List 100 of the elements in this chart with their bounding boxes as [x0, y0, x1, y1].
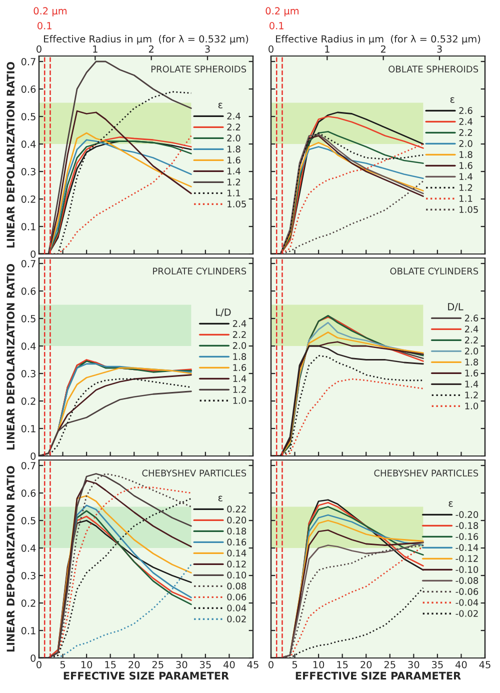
legend-label: 1.0 [233, 397, 246, 404]
y-tick-label: 0.5 [21, 112, 36, 120]
y-tick-label: 0.1 [21, 424, 36, 432]
x-tick-label: 15 [105, 661, 116, 668]
legend-label: 0.20 [227, 516, 246, 524]
legend-label: 1.0 [465, 402, 478, 410]
x-tick-label: 20 [128, 660, 140, 668]
legend-label: 0.08 [227, 582, 246, 590]
x-tick-label: 35 [432, 660, 443, 668]
y-tick-label: 0.3 [21, 572, 36, 580]
legend-label: -0.02 [456, 610, 478, 617]
legend-label: 1.2 [233, 386, 246, 393]
legend-label: 1.6 [465, 370, 478, 376]
legend-label: 1.1 [228, 190, 240, 196]
x-tick-label: 5 [292, 661, 298, 668]
legend-label: 2.4 [459, 118, 472, 125]
ref-line-label: 0.2 µm [266, 7, 299, 16]
legend-label: -0.18 [456, 522, 478, 529]
legend-label: 1.4 [233, 375, 246, 382]
legend-label: 2.6 [464, 314, 478, 322]
x2-tick-label: 0 [36, 45, 42, 53]
x2-tick-label: 3 [437, 45, 442, 53]
legend-label: 2.0 [232, 342, 246, 349]
x-tick-label: 30 [176, 660, 188, 668]
legend-label: 0.04 [227, 604, 246, 612]
legend-label: -0.16 [456, 533, 478, 540]
x-tick-label: 45 [479, 661, 490, 668]
y-tick-label: 0.1 [21, 222, 36, 230]
legend-label: -0.04 [456, 599, 478, 606]
x2-tick-label: 1 [325, 46, 330, 53]
x2-axis-title: Effective Radius in µm (for λ = 0.532 µm) [44, 35, 248, 44]
y-tick-label: 0.3 [21, 370, 36, 378]
x-tick-label: 40 [224, 660, 235, 668]
y-tick-label: 0.3 [21, 168, 36, 176]
x2-tick-label: 1 [93, 46, 98, 53]
legend-label: 1.6 [228, 156, 240, 164]
legend-label: -0.08 [456, 577, 478, 584]
x-tick-label: 5 [60, 661, 66, 668]
ref-line-label: 0.1 [270, 22, 284, 30]
legend-label: 2.4 [464, 326, 478, 332]
legend-label: 1.6 [233, 364, 246, 371]
x-tick-label: 25 [152, 660, 164, 668]
y-tick-label: 0 [30, 452, 36, 460]
x2-tick-label: 2 [148, 45, 154, 53]
ref-line-label: 0.2 µm [34, 7, 67, 16]
legend-label: 1.4 [465, 380, 478, 388]
y-tick-label: 0.2 [21, 397, 36, 405]
legend-label: 0.12 [227, 560, 246, 568]
x-tick-label: 45 [247, 661, 258, 668]
legend-label: 0.16 [227, 538, 246, 546]
legend-label: 2.0 [459, 140, 472, 147]
legend-label: 1.8 [465, 358, 478, 366]
text: OBLATE SPHEROIDS [388, 66, 478, 72]
x2-tick-label: 2 [380, 45, 386, 53]
legend-label: -0.12 [456, 555, 478, 562]
text: CHEBYSHEV PARTICLES [374, 470, 478, 476]
legend-label: 1.05 [228, 200, 246, 208]
x-tick-label: 20 [360, 660, 372, 668]
y-tick-label: 0 [30, 250, 36, 258]
legend-label: 0.10 [227, 572, 246, 578]
legend-title: ε [450, 97, 454, 103]
x-tick-label: 10 [313, 660, 324, 668]
legend-label: 1.2 [228, 178, 240, 186]
legend-label: 1.4 [228, 168, 240, 174]
y-tick-label: 0.7 [21, 260, 36, 268]
legend-label: 2.2 [232, 331, 246, 338]
legend-label: 0.18 [227, 528, 246, 534]
y-tick-label: 0.6 [21, 489, 36, 497]
y-tick-label: 0.7 [21, 462, 36, 470]
legend-label: -0.14 [456, 544, 478, 551]
x-tick-label: 25 [384, 660, 396, 668]
x-tick-label: 15 [337, 661, 348, 668]
y-tick-label: 0 [30, 654, 36, 662]
y-axis-title: LINEAR DEPOLARIZATION RATIO [6, 62, 15, 248]
legend-label: -0.06 [456, 588, 478, 595]
x-tick-label: 0 [36, 660, 42, 668]
legend-title: D/L [448, 303, 464, 312]
y-tick-label: 0.6 [21, 85, 36, 93]
legend-label: -0.20 [456, 511, 478, 518]
legend-label: 1.8 [233, 353, 246, 360]
legend-title: ε [218, 496, 222, 502]
x2-tick-label: 0 [268, 45, 274, 53]
legend-label: 2.0 [464, 348, 478, 354]
legend-label: 2.4 [227, 112, 240, 120]
legend-label: 1.2 [465, 392, 478, 398]
legend-title: ε [218, 102, 222, 108]
y-tick-label: 0.2 [21, 599, 36, 607]
x-tick-label: 10 [81, 660, 92, 668]
x-tick-label: 35 [200, 660, 211, 668]
x-tick-label: 40 [456, 660, 467, 668]
x-axis-title: EFFECTIVE SIZE PARAMETER [64, 672, 229, 680]
legend-label: 1.05 [460, 206, 478, 213]
legend-title: L/D [216, 308, 231, 317]
x-tick-label: 0 [268, 660, 274, 668]
y-tick-label: 0.4 [21, 342, 36, 350]
y-tick-label: 0.4 [21, 544, 36, 552]
x-axis-title: EFFECTIVE SIZE PARAMETER [296, 672, 461, 680]
y-axis-title: LINEAR DEPOLARIZATION RATIO [6, 466, 15, 652]
x2-axis-title: Effective Radius in µm (for λ = 0.532 µm) [276, 35, 480, 44]
legend-label: 2.2 [464, 336, 478, 344]
